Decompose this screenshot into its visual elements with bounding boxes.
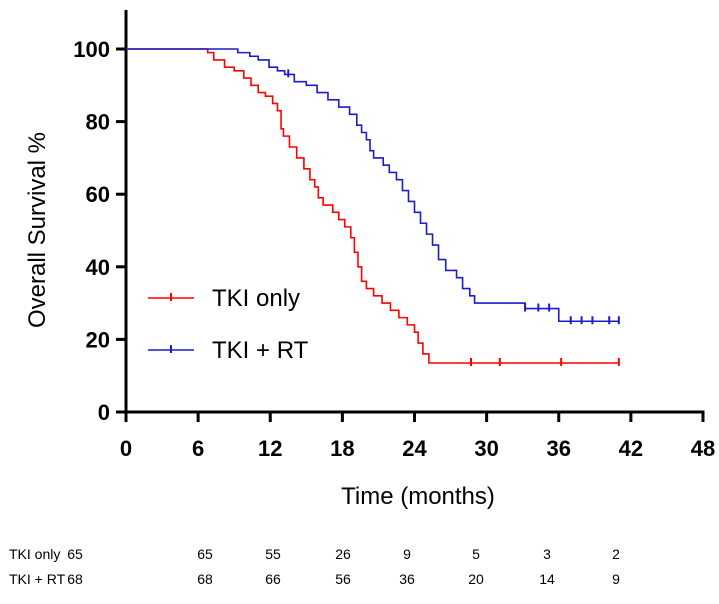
y-axis-title: Overall Survival % xyxy=(24,132,51,328)
risk-count: 68 xyxy=(67,571,83,587)
risk-row-label: TKI + RT xyxy=(9,571,66,587)
y-tick-label: 100 xyxy=(73,37,110,62)
risk-count: 9 xyxy=(403,546,411,562)
series-line xyxy=(126,48,619,364)
risk-row-label: TKI only xyxy=(9,546,60,562)
risk-count: 9 xyxy=(612,571,620,587)
x-tick-label: 24 xyxy=(402,436,427,461)
risk-count: 56 xyxy=(335,571,351,587)
risk-count: 65 xyxy=(197,546,213,562)
series-2 xyxy=(126,48,620,325)
risk-count: 36 xyxy=(399,571,415,587)
risk-count: 65 xyxy=(67,546,83,562)
series-layer xyxy=(126,48,620,366)
y-tick-label: 80 xyxy=(86,110,110,135)
y-tick-label: 60 xyxy=(86,182,110,207)
x-tick-label: 48 xyxy=(691,436,715,461)
x-tick-label: 12 xyxy=(258,436,282,461)
series-1 xyxy=(126,48,620,366)
risk-count: 2 xyxy=(612,546,620,562)
y-tick-label: 40 xyxy=(86,255,110,280)
risk-count: 3 xyxy=(543,546,551,562)
risk-row: TKI only 65 65 55 26 9 5 3 2 xyxy=(9,546,620,562)
risk-count: 55 xyxy=(265,546,281,562)
x-tick-label: 42 xyxy=(619,436,643,461)
series-line xyxy=(126,48,619,323)
legend-label: TKI + RT xyxy=(212,337,309,364)
risk-count: 66 xyxy=(265,571,281,587)
legend-item: TKI + RT xyxy=(148,337,309,364)
risk-row: TKI + RT 68 68 66 56 36 20 14 9 xyxy=(9,571,620,587)
y-tick-label: 20 xyxy=(86,327,110,352)
x-tick-label: 36 xyxy=(547,436,571,461)
x-tick-label: 30 xyxy=(474,436,498,461)
x-tick-label: 6 xyxy=(192,436,204,461)
risk-count: 5 xyxy=(472,546,480,562)
legend-item: TKI only xyxy=(148,285,300,312)
risk-count: 26 xyxy=(335,546,351,562)
chart-axes: 0 20 40 60 80 100 0 6 12 18 24 30 36 42 48 xyxy=(73,10,715,461)
legend: TKI only TKI + RT xyxy=(148,285,309,364)
x-tick-label: 0 xyxy=(120,436,132,461)
risk-count: 14 xyxy=(539,571,555,587)
x-axis-title: Time (months) xyxy=(341,483,495,510)
legend-label: TKI only xyxy=(212,285,300,312)
y-tick-label: 0 xyxy=(98,400,110,425)
risk-count: 20 xyxy=(468,571,484,587)
x-tick-label: 18 xyxy=(330,436,354,461)
risk-count: 68 xyxy=(197,571,213,587)
